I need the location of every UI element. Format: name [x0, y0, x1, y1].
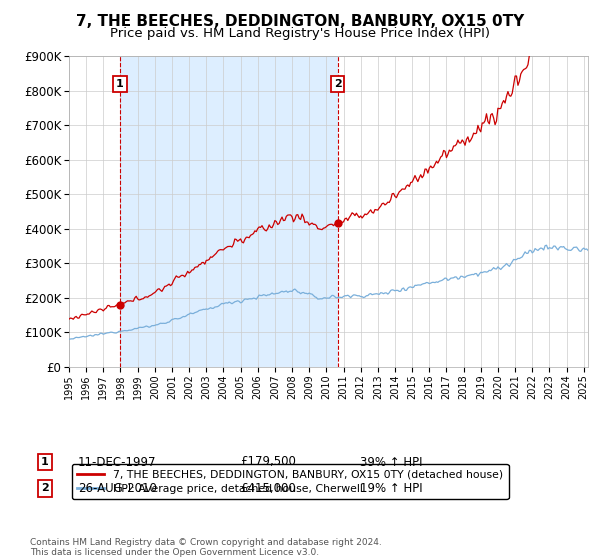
Text: 1: 1: [116, 78, 124, 88]
Text: 2: 2: [334, 78, 341, 88]
Legend: 7, THE BEECHES, DEDDINGTON, BANBURY, OX15 0TY (detached house), HPI: Average pri: 7, THE BEECHES, DEDDINGTON, BANBURY, OX1…: [72, 464, 509, 499]
Text: £415,000: £415,000: [240, 482, 296, 495]
Text: 2: 2: [41, 483, 49, 493]
Text: 1: 1: [41, 457, 49, 467]
Text: 7, THE BEECHES, DEDDINGTON, BANBURY, OX15 0TY: 7, THE BEECHES, DEDDINGTON, BANBURY, OX1…: [76, 14, 524, 29]
Text: 11-DEC-1997: 11-DEC-1997: [78, 455, 157, 469]
Text: 26-AUG-2010: 26-AUG-2010: [78, 482, 157, 495]
Text: Contains HM Land Registry data © Crown copyright and database right 2024.
This d: Contains HM Land Registry data © Crown c…: [30, 538, 382, 557]
Text: £179,500: £179,500: [240, 455, 296, 469]
Text: Price paid vs. HM Land Registry's House Price Index (HPI): Price paid vs. HM Land Registry's House …: [110, 27, 490, 40]
Bar: [119, 56, 338, 367]
Text: 39% ↑ HPI: 39% ↑ HPI: [360, 455, 422, 469]
Text: 19% ↑ HPI: 19% ↑ HPI: [360, 482, 422, 495]
